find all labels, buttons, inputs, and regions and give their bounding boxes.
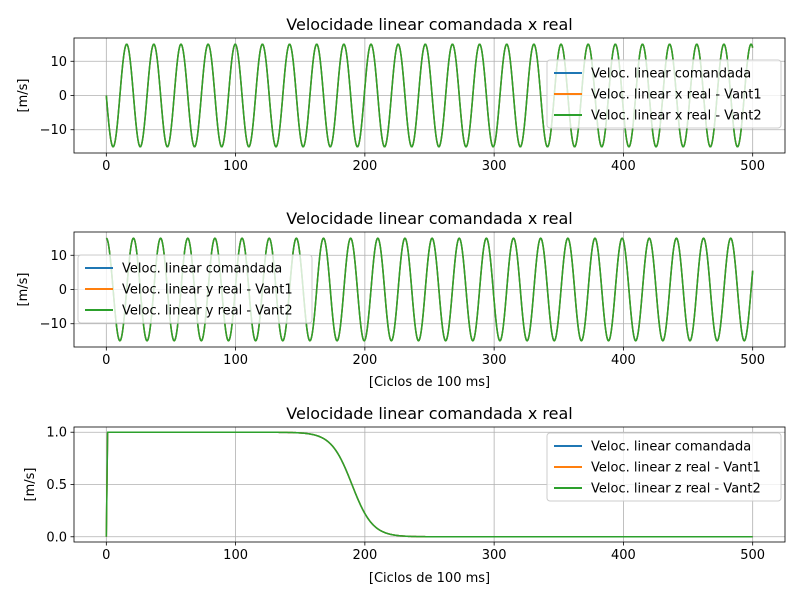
subplot-3-y-tick-label: 0.5: [46, 478, 67, 493]
subplot-2-x-tick-label: 400: [611, 353, 636, 368]
subplot-1-x-ticks: 0 100 200 300 400 500: [102, 153, 765, 174]
subplot-3-x-tick-label: 500: [740, 548, 765, 563]
legend-3-label-3: Veloc. linear z real - Vant2: [591, 482, 761, 497]
subplot-1-y-tick-label: 10: [50, 55, 67, 70]
subplot-3-x-label: [Ciclos de 100 ms]: [369, 571, 490, 586]
subplot-2-x-tick-label: 100: [223, 353, 248, 368]
subplot-3-x-tick-label: 0: [102, 548, 110, 563]
subplot-1-x-tick-label: 300: [482, 159, 507, 174]
subplot-3-series-line-3: [105, 431, 753, 538]
subplot-2-y-tick-label: 0: [59, 283, 67, 298]
subplot-2-x-tick-label: 200: [352, 353, 377, 368]
subplot-1-series: [105, 43, 754, 148]
subplot-3-x-tick-label: 100: [223, 548, 248, 563]
legend-3-label-1: Veloc. linear comandada: [591, 440, 751, 455]
subplot-3-x-tick-label: 200: [352, 548, 377, 563]
legend-2-label-3: Veloc. linear y real - Vant2: [122, 304, 293, 319]
subplot-2: Velocidade linear comandada x real 0 100 2…: [16, 209, 786, 390]
legend-1-label-1: Veloc. linear comandada: [591, 67, 751, 82]
legend-2-label-2: Veloc. linear y real - Vant1: [122, 283, 293, 298]
subplot-2-x-ticks: 0 100 200 300 400 500: [102, 347, 765, 368]
subplot-2-x-label: [Ciclos de 100 ms]: [369, 375, 490, 390]
subplot-1-x-tick-label: 400: [611, 159, 636, 174]
legend-1-label-2: Veloc. linear x real - Vant1: [591, 88, 762, 103]
subplot-2-legend-frame: [77, 254, 313, 324]
legend-2-label-1: Veloc. linear comandada: [122, 262, 282, 277]
subplot-1-series-line-3: [105, 43, 754, 148]
subplot-2-y-label: [m/s]: [16, 273, 31, 307]
subplot-3-legend-frame: [546, 432, 782, 502]
subplot-2-series-line-3: [105, 237, 754, 342]
subplot-2-title: Velocidade linear comandada x real: [286, 209, 572, 228]
subplot-1: Velocidade linear comandada x real 0 100 2…: [16, 15, 786, 174]
subplot-1-y-tick-label: −10: [40, 123, 67, 138]
subplot-3: Velocidade linear comandada x real 0 100 2…: [23, 404, 786, 586]
subplot-1-y-ticks: 10 0 −10: [40, 55, 74, 138]
subplot-3-y-ticks: 1.0 0.5 0.0: [46, 426, 74, 545]
subplot-1-legend-frame: [546, 59, 782, 129]
subplot-2-x-tick-label: 500: [740, 353, 765, 368]
subplot-1-x-tick-label: 0: [102, 159, 110, 174]
legend-1-label-3: Veloc. linear x real - Vant2: [591, 109, 762, 124]
subplot-1-y-tick-label: 0: [59, 89, 67, 104]
subplot-3-title: Velocidade linear comandada x real: [286, 404, 572, 423]
subplot-3-x-ticks: 0 100 200 300 400 500: [102, 542, 765, 563]
subplot-2-y-tick-label: −10: [40, 317, 67, 332]
subplot-1-legend: Veloc. linear comandada Veloc. linear x …: [546, 59, 782, 129]
subplot-1-x-tick-label: 200: [352, 159, 377, 174]
subplot-1-y-label: [m/s]: [16, 79, 31, 113]
subplot-2-y-ticks: 10 0 −10: [40, 249, 74, 332]
subplot-3-x-tick-label: 300: [482, 548, 507, 563]
subplot-3-y-tick-label: 1.0: [46, 426, 67, 441]
subplot-3-y-label: [m/s]: [23, 468, 38, 502]
subplot-2-legend: Veloc. linear comandada Veloc. linear y …: [77, 254, 313, 324]
subplot-2-series: [105, 237, 754, 342]
subplot-3-x-tick-label: 400: [611, 548, 636, 563]
subplot-3-series: [105, 431, 753, 538]
legend-3-label-2: Veloc. linear z real - Vant1: [591, 461, 761, 476]
subplot-1-title: Velocidade linear comandada x real: [286, 15, 572, 34]
subplot-2-y-tick-label: 10: [50, 249, 67, 264]
subplot-1-x-tick-label: 100: [223, 159, 248, 174]
subplot-2-x-tick-label: 0: [102, 353, 110, 368]
subplot-1-x-tick-label: 500: [740, 159, 765, 174]
subplot-3-y-tick-label: 0.0: [46, 530, 67, 545]
subplot-3-legend: Veloc. linear comandada Veloc. linear z …: [546, 432, 782, 502]
subplot-2-x-tick-label: 300: [482, 353, 507, 368]
